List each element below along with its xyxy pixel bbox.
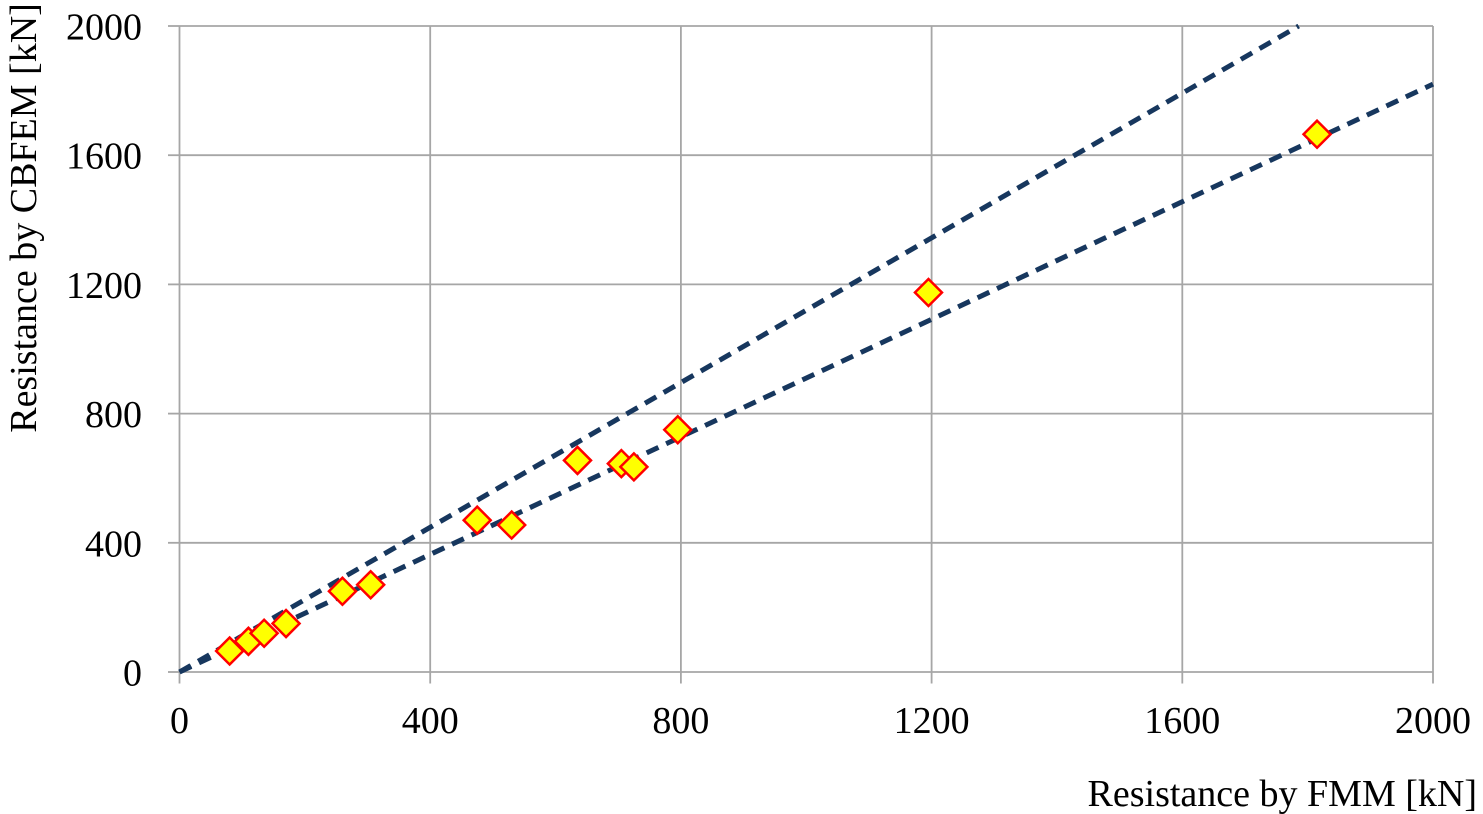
y-tick-label: 1600 [66,136,142,178]
data-point-marker [461,504,493,536]
tick-labels-layer: 0 400 800 1200 1600 2000 0 400 800 1200 1600 2000 [66,7,1471,743]
x-tick-label: 0 [170,700,189,742]
data-point-marker [1301,118,1333,150]
y-tick-label: 0 [123,653,142,695]
x-tick-label: 1600 [1144,700,1220,742]
data-point-marker [662,414,694,446]
x-tick-label: 800 [652,700,709,742]
data-point-marker [270,608,302,639]
y-axis-title: Resistance by CBFEM [kN] [3,3,45,433]
data-point-marker [913,277,944,308]
reference-lines-layer [178,23,1435,675]
x-tick-label: 1200 [894,700,970,742]
data-point-marker [496,509,527,541]
x-tick-label: 400 [402,700,459,742]
y-tick-label: 2000 [66,7,142,49]
x-axis-title: Resistance by FMM [kN] [1088,773,1477,814]
y-tick-label: 1200 [66,265,142,307]
data-points-layer [214,118,1333,667]
reference-line-upper [178,23,1300,675]
reference-line-lower [178,81,1435,675]
data-point-marker [327,575,358,607]
x-tick-label: 2000 [1395,700,1471,742]
data-point-marker [618,451,650,483]
data-point-marker [355,569,386,601]
data-point-marker [248,617,280,649]
y-tick-label: 800 [85,394,142,436]
data-point-marker [562,445,593,476]
tick-marks-layer [168,25,1434,684]
gridlines-layer [178,25,1434,673]
y-tick-label: 400 [85,523,142,565]
